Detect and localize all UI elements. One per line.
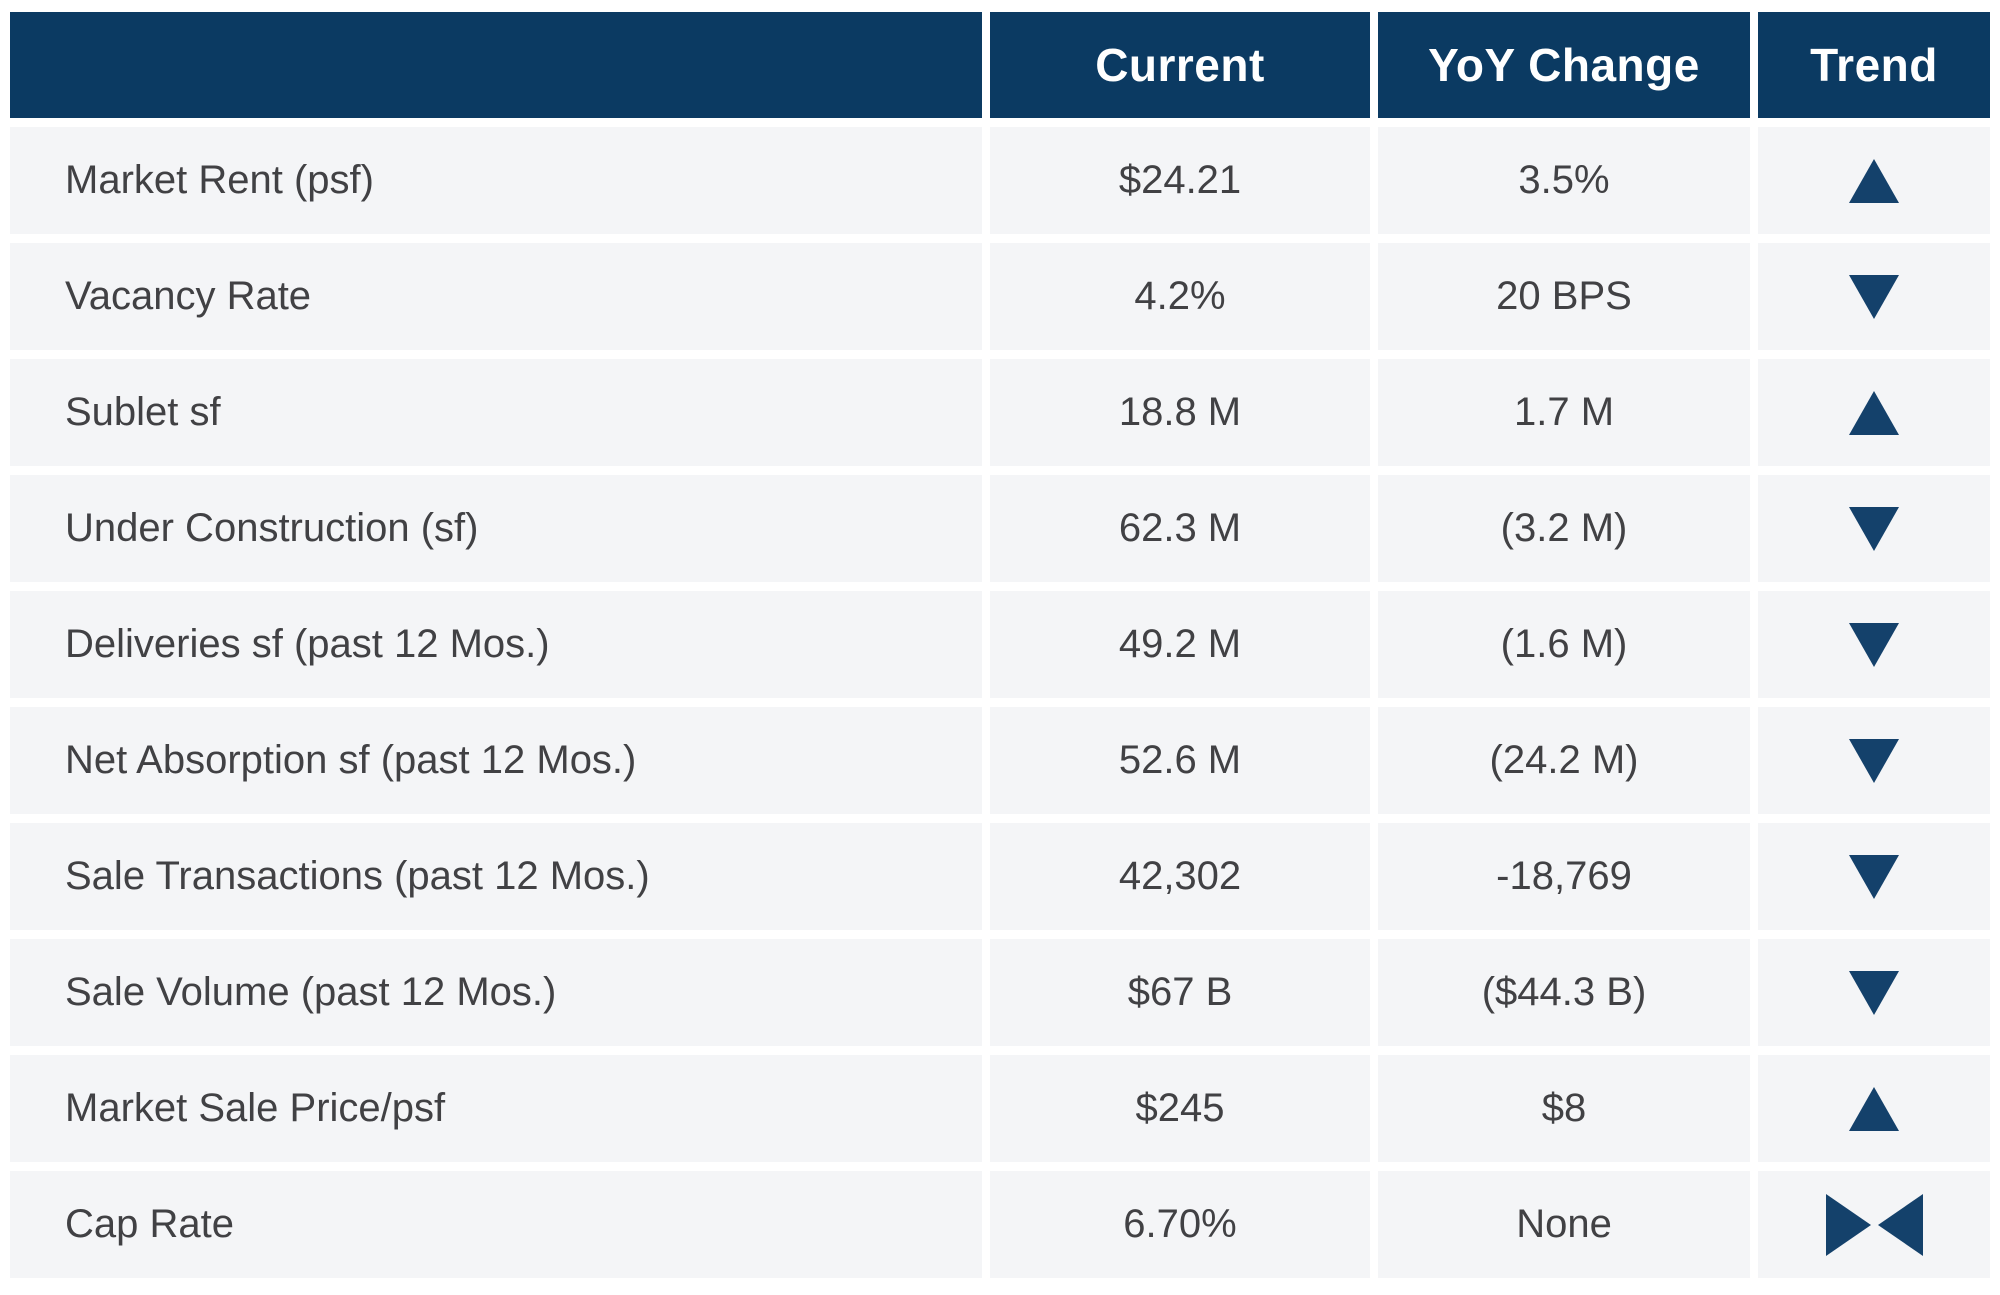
- current-value: 62.3 M: [990, 475, 1370, 582]
- current-value: 18.8 M: [990, 359, 1370, 466]
- current-value: $67 B: [990, 939, 1370, 1046]
- yoy-change-value: (3.2 M): [1378, 475, 1750, 582]
- trend-down-icon: [1849, 506, 1899, 551]
- trend-down-icon: [1849, 970, 1899, 1015]
- table-row: Sale Volume (past 12 Mos.) $67 B ($44.3 …: [10, 939, 1990, 1046]
- trend-flat-icon: [1825, 1193, 1923, 1256]
- current-value: 6.70%: [990, 1171, 1370, 1278]
- trend-cell: [1758, 591, 1990, 698]
- metric-label: Net Absorption sf (past 12 Mos.): [10, 707, 982, 814]
- trend-cell: [1758, 359, 1990, 466]
- table-row: Net Absorption sf (past 12 Mos.) 52.6 M …: [10, 707, 1990, 814]
- current-value: $245: [990, 1055, 1370, 1162]
- yoy-change-value: 1.7 M: [1378, 359, 1750, 466]
- yoy-change-value: (24.2 M): [1378, 707, 1750, 814]
- yoy-change-value: 20 BPS: [1378, 243, 1750, 350]
- trend-cell: [1758, 127, 1990, 234]
- current-value: $24.21: [990, 127, 1370, 234]
- yoy-change-value: -18,769: [1378, 823, 1750, 930]
- metric-label: Vacancy Rate: [10, 243, 982, 350]
- trend-cell: [1758, 243, 1990, 350]
- trend-cell: [1758, 823, 1990, 930]
- trend-cell: [1758, 707, 1990, 814]
- current-value: 52.6 M: [990, 707, 1370, 814]
- table-row: Under Construction (sf) 62.3 M (3.2 M): [10, 475, 1990, 582]
- table-row: Vacancy Rate 4.2% 20 BPS: [10, 243, 1990, 350]
- header-blank-cell: [10, 12, 982, 118]
- current-value: 42,302: [990, 823, 1370, 930]
- table-row: Deliveries sf (past 12 Mos.) 49.2 M (1.6…: [10, 591, 1990, 698]
- header-yoy-change: YoY Change: [1378, 12, 1750, 118]
- table-header-row: Current YoY Change Trend: [10, 12, 1990, 118]
- triangle-right: [1825, 1193, 1871, 1256]
- triangle-left: [1877, 1193, 1923, 1256]
- metric-label: Under Construction (sf): [10, 475, 982, 582]
- yoy-change-value: (1.6 M): [1378, 591, 1750, 698]
- trend-down-icon: [1849, 854, 1899, 899]
- metric-label: Market Rent (psf): [10, 127, 982, 234]
- table-body: Market Rent (psf) $24.21 3.5% Vacancy Ra…: [10, 127, 1990, 1278]
- trend-down-icon: [1849, 622, 1899, 667]
- table-row: Sublet sf 18.8 M 1.7 M: [10, 359, 1990, 466]
- trend-down-icon: [1849, 738, 1899, 783]
- yoy-change-value: ($44.3 B): [1378, 939, 1750, 1046]
- table-row: Market Rent (psf) $24.21 3.5%: [10, 127, 1990, 234]
- metric-label: Deliveries sf (past 12 Mos.): [10, 591, 982, 698]
- current-value: 4.2%: [990, 243, 1370, 350]
- trend-cell: [1758, 1055, 1990, 1162]
- trend-up-icon: [1849, 390, 1899, 435]
- current-value: 49.2 M: [990, 591, 1370, 698]
- metric-label: Market Sale Price/psf: [10, 1055, 982, 1162]
- yoy-change-value: None: [1378, 1171, 1750, 1278]
- table-row: Cap Rate 6.70% None: [10, 1171, 1990, 1278]
- trend-up-icon: [1849, 1086, 1899, 1131]
- trend-down-icon: [1849, 274, 1899, 319]
- trend-cell: [1758, 475, 1990, 582]
- yoy-change-value: 3.5%: [1378, 127, 1750, 234]
- table-row: Market Sale Price/psf $245 $8: [10, 1055, 1990, 1162]
- trend-cell: [1758, 1171, 1990, 1278]
- metric-label: Cap Rate: [10, 1171, 982, 1278]
- header-current: Current: [990, 12, 1370, 118]
- table-row: Sale Transactions (past 12 Mos.) 42,302 …: [10, 823, 1990, 930]
- metric-label: Sale Transactions (past 12 Mos.): [10, 823, 982, 930]
- yoy-change-value: $8: [1378, 1055, 1750, 1162]
- trend-cell: [1758, 939, 1990, 1046]
- header-trend: Trend: [1758, 12, 1990, 118]
- trend-up-icon: [1849, 158, 1899, 203]
- metric-label: Sublet sf: [10, 359, 982, 466]
- metric-label: Sale Volume (past 12 Mos.): [10, 939, 982, 1046]
